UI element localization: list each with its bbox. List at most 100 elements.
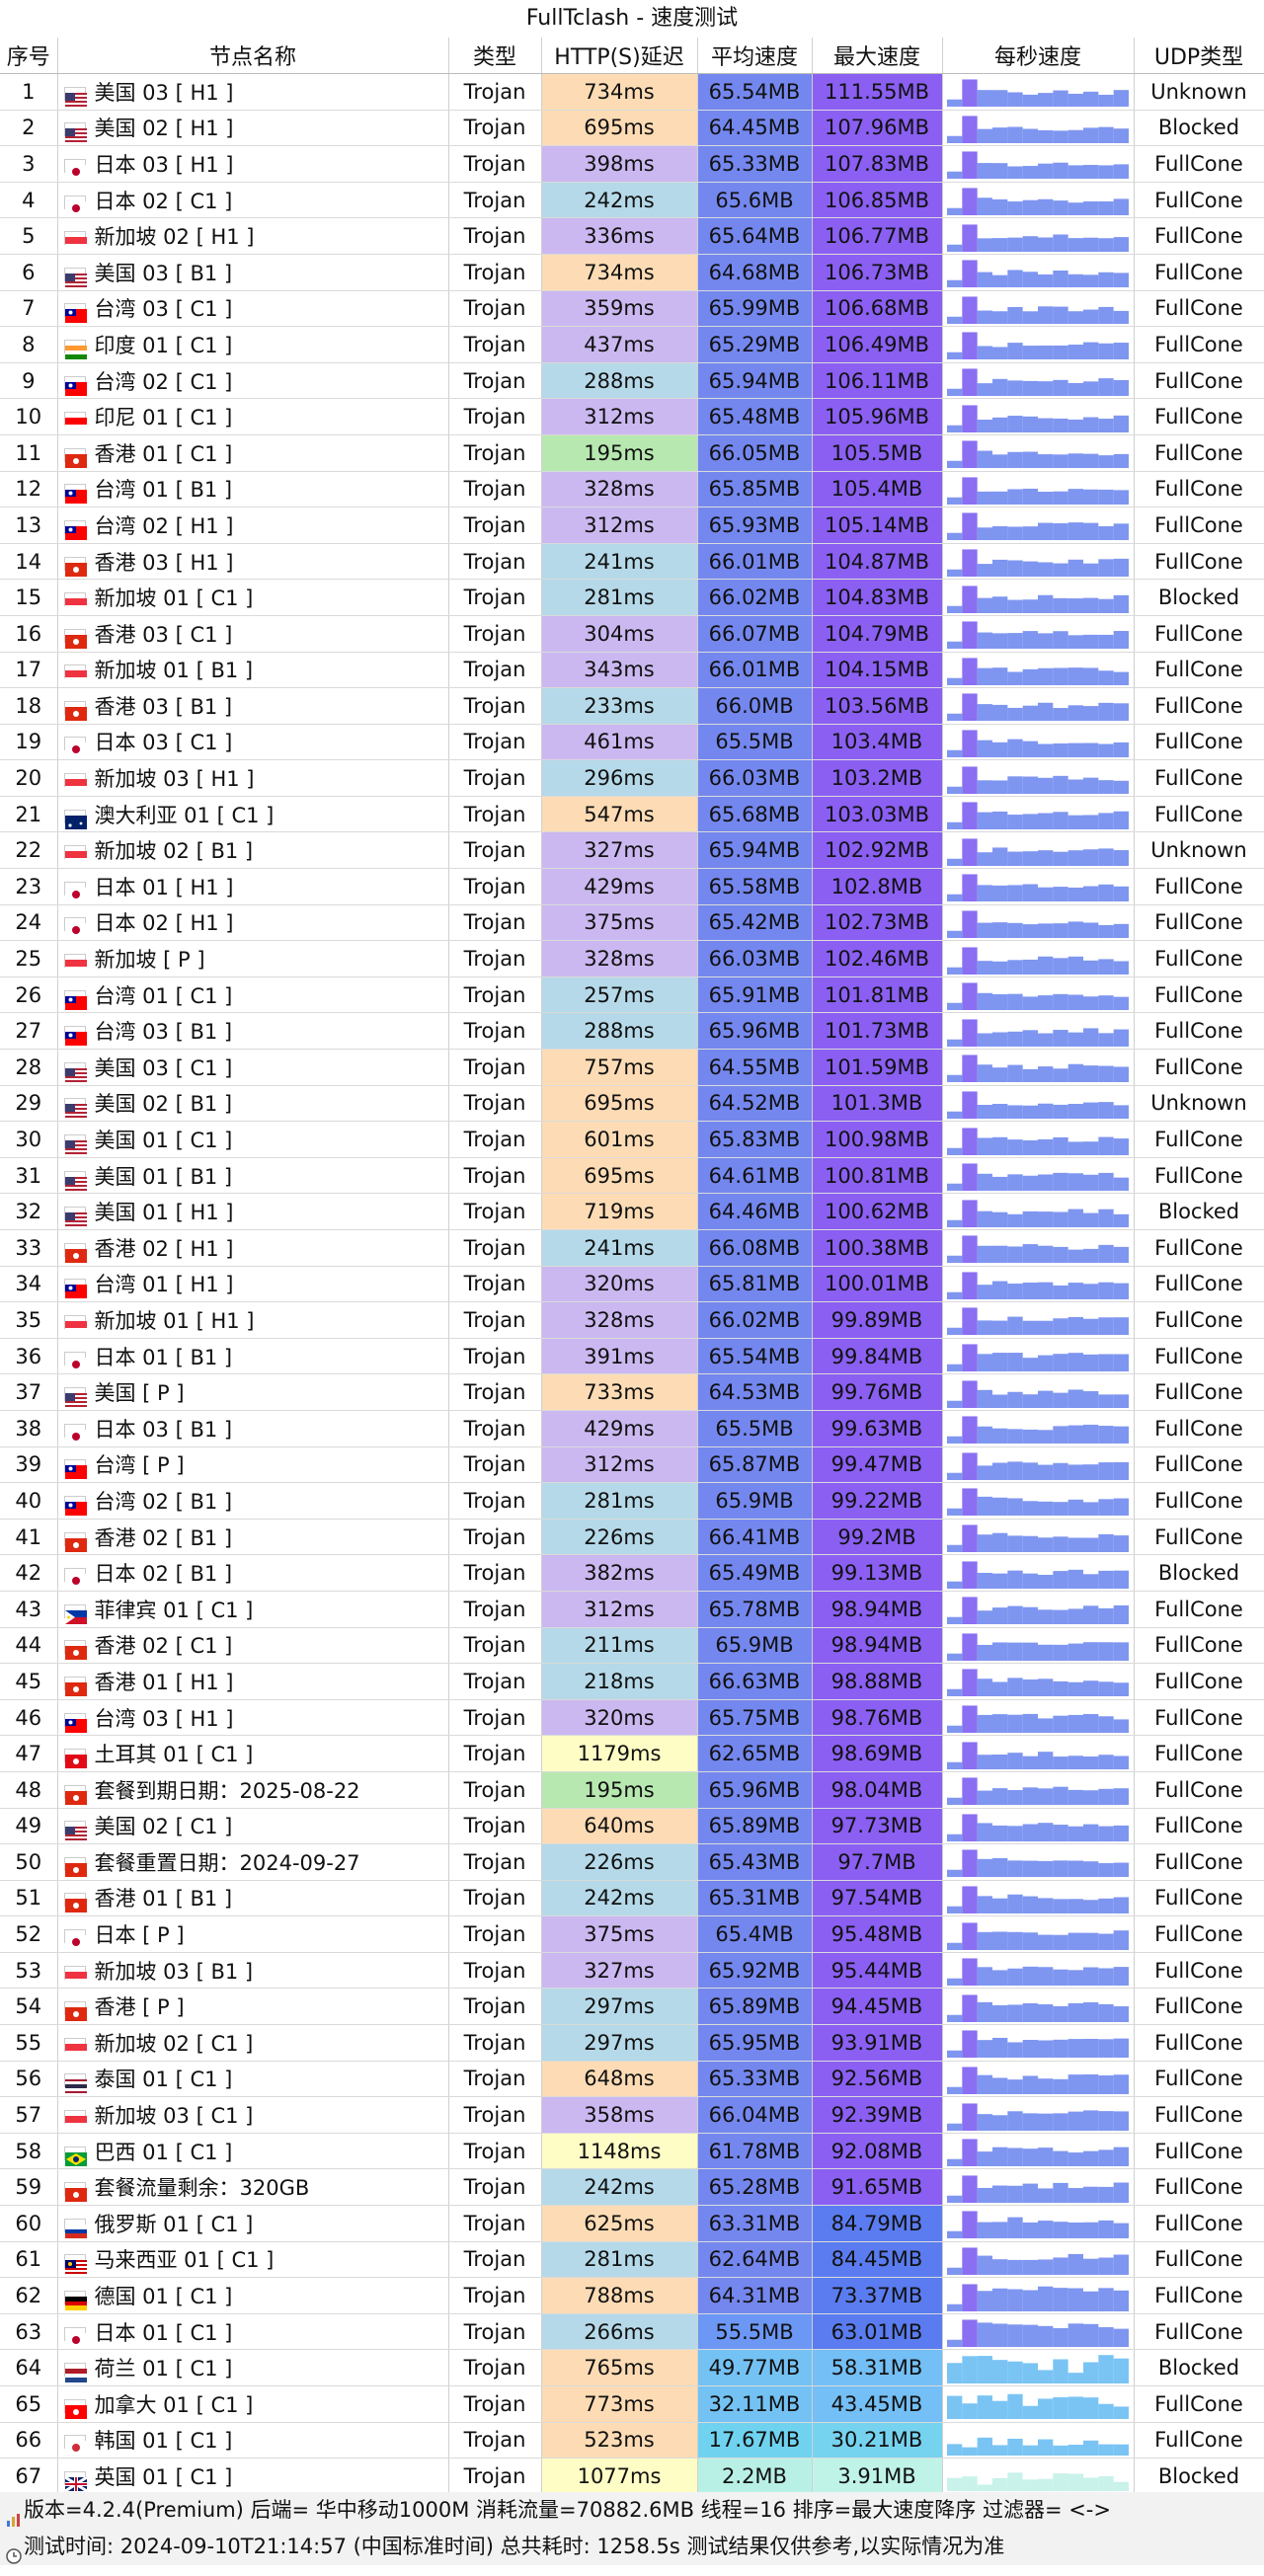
node-name: 菲律宾 01 [ C1 ] [94, 1598, 254, 1622]
avg-speed-cell: 64.46MB [697, 1193, 813, 1230]
max-speed-cell: 111.55MB [812, 73, 943, 111]
table-row: 65 加拿大 01 [ C1 ] Trojan 773ms 32.11MB 43.45MB… [0, 2385, 1264, 2423]
country-flag-icon [63, 1568, 87, 1589]
max-speed-cell: 102.73MB [812, 904, 943, 942]
node-type: Trojan [448, 1554, 542, 1592]
udp-type: FullCone [1134, 507, 1264, 544]
node-name: 印度 01 [ C1 ] [94, 333, 233, 357]
country-flag-icon [63, 1314, 87, 1335]
footer: 版本=4.2.4(Premium) 后端= 华中移动1000M 消耗流量=708… [0, 2492, 1264, 2565]
header-udp-type: UDP类型 [1134, 38, 1264, 74]
row-index: 21 [0, 796, 58, 833]
per-second-sparkline [942, 398, 1135, 435]
avg-speed-cell: 65.33MB [697, 145, 813, 183]
node-name: 日本 02 [ B1 ] [94, 1562, 233, 1587]
delay-cell: 719ms [541, 1193, 698, 1230]
udp-type: FullCone [1134, 145, 1264, 183]
row-index: 7 [0, 290, 58, 328]
delay-cell: 648ms [541, 2061, 698, 2098]
udp-type: Unknown [1134, 831, 1264, 870]
avg-speed-cell: 65.5MB [697, 724, 813, 761]
per-second-sparkline [942, 217, 1135, 255]
node-name: 香港 01 [ H1 ] [94, 1670, 234, 1694]
table-row: 12 台湾 01 [ B1 ] Trojan 328ms 65.85MB 105.4MB F… [0, 471, 1264, 508]
node-name: 台湾 02 [ C1 ] [94, 369, 233, 394]
table-row: 43 菲律宾 01 [ C1 ] Trojan 312ms 65.78MB 98.94MB… [0, 1591, 1264, 1628]
node-name-cell: 台湾 [ P ] [57, 1446, 449, 1484]
node-type: Trojan [448, 759, 542, 797]
delay-cell: 218ms [541, 1663, 698, 1700]
per-second-sparkline [942, 1699, 1135, 1737]
table-row: 48 套餐到期日期：2025-08-22 Trojan 195ms 65.96MB 98.… [0, 1771, 1264, 1809]
country-flag-icon [63, 1929, 87, 1950]
node-name-cell: 美国 [ P ] [57, 1373, 449, 1411]
node-name-cell: 日本 02 [ H1 ] [57, 904, 449, 942]
row-index: 24 [0, 904, 58, 942]
max-speed-cell: 100.98MB [812, 1121, 943, 1158]
udp-type: FullCone [1134, 1229, 1264, 1267]
node-name-cell: 日本 01 [ B1 ] [57, 1338, 449, 1375]
table-row: 37 美国 [ P ] Trojan 733ms 64.53MB 99.76MB FullC… [0, 1373, 1264, 1411]
avg-speed-cell: 66.05MB [697, 434, 813, 472]
delay-cell: 733ms [541, 1373, 698, 1411]
node-name: 台湾 01 [ B1 ] [94, 478, 233, 503]
node-type: Trojan [448, 471, 542, 508]
max-speed-cell: 99.2MB [812, 1519, 943, 1556]
udp-type: FullCone [1134, 1519, 1264, 1556]
row-index: 30 [0, 1121, 58, 1158]
node-type: Trojan [448, 579, 542, 616]
udp-type: FullCone [1134, 1301, 1264, 1339]
delay-cell: 241ms [541, 543, 698, 581]
max-speed-cell: 99.13MB [812, 1554, 943, 1592]
node-name: 美国 01 [ B1 ] [94, 1164, 233, 1189]
node-name: 新加坡 02 [ C1 ] [94, 2031, 254, 2056]
row-index: 56 [0, 2061, 58, 2098]
country-flag-icon [63, 1279, 87, 1299]
node-type: Trojan [448, 145, 542, 183]
node-name-cell: 香港 [ P ] [57, 1988, 449, 2026]
node-name: 美国 03 [ B1 ] [94, 261, 233, 285]
row-index: 1 [0, 73, 58, 111]
node-name-cell: 台湾 02 [ H1 ] [57, 507, 449, 544]
avg-speed-cell: 66.02MB [697, 579, 813, 616]
delay-cell: 297ms [541, 1988, 698, 2026]
node-name-cell: 美国 01 [ B1 ] [57, 1157, 449, 1195]
table-row: 3 日本 03 [ H1 ] Trojan 398ms 65.33MB 107.83MB F… [0, 145, 1264, 183]
avg-speed-cell: 66.07MB [697, 615, 813, 653]
per-second-sparkline [942, 2385, 1135, 2423]
delay-cell: 312ms [541, 1446, 698, 1484]
node-name-cell: 巴西 01 [ C1 ] [57, 2133, 449, 2170]
node-name: 香港 03 [ H1 ] [94, 550, 234, 575]
node-type: Trojan [448, 1049, 542, 1086]
table-row: 56 泰国 01 [ C1 ] Trojan 648ms 65.33MB 92.56MB F… [0, 2061, 1264, 2098]
node-name-cell: 套餐到期日期：2025-08-22 [57, 1771, 449, 1809]
row-index: 26 [0, 976, 58, 1014]
node-type: Trojan [448, 1012, 542, 1051]
delay-cell: 328ms [541, 471, 698, 508]
per-second-sparkline [942, 1554, 1135, 1592]
table-row: 4 日本 02 [ C1 ] Trojan 242ms 65.6MB 106.85MB Fu… [0, 182, 1264, 219]
node-name: 台湾 03 [ B1 ] [94, 1020, 233, 1045]
country-flag-icon [63, 1821, 87, 1841]
delay-cell: 226ms [541, 1843, 698, 1881]
node-name: 美国 [ P ] [94, 1381, 185, 1406]
country-flag-icon [63, 375, 87, 396]
country-flag-icon [63, 1459, 87, 1480]
node-type: Trojan [448, 1808, 542, 1845]
row-index: 45 [0, 1663, 58, 1700]
per-second-sparkline [942, 724, 1135, 761]
node-name: 香港 [ P ] [94, 1995, 185, 2020]
node-type: Trojan [448, 182, 542, 219]
country-flag-icon [63, 267, 87, 287]
per-second-sparkline [942, 796, 1135, 833]
node-name: 台湾 02 [ H1 ] [94, 513, 234, 538]
node-name-cell: 套餐流量剩余：320GB [57, 2168, 449, 2207]
udp-type: FullCone [1134, 1410, 1264, 1447]
node-name-cell: 台湾 01 [ C1 ] [57, 976, 449, 1014]
row-index: 27 [0, 1012, 58, 1051]
delay-cell: 336ms [541, 217, 698, 255]
max-speed-cell: 99.76MB [812, 1373, 943, 1411]
max-speed-cell: 99.47MB [812, 1446, 943, 1484]
node-type: Trojan [448, 543, 542, 581]
avg-speed-cell: 49.77MB [697, 2349, 813, 2386]
